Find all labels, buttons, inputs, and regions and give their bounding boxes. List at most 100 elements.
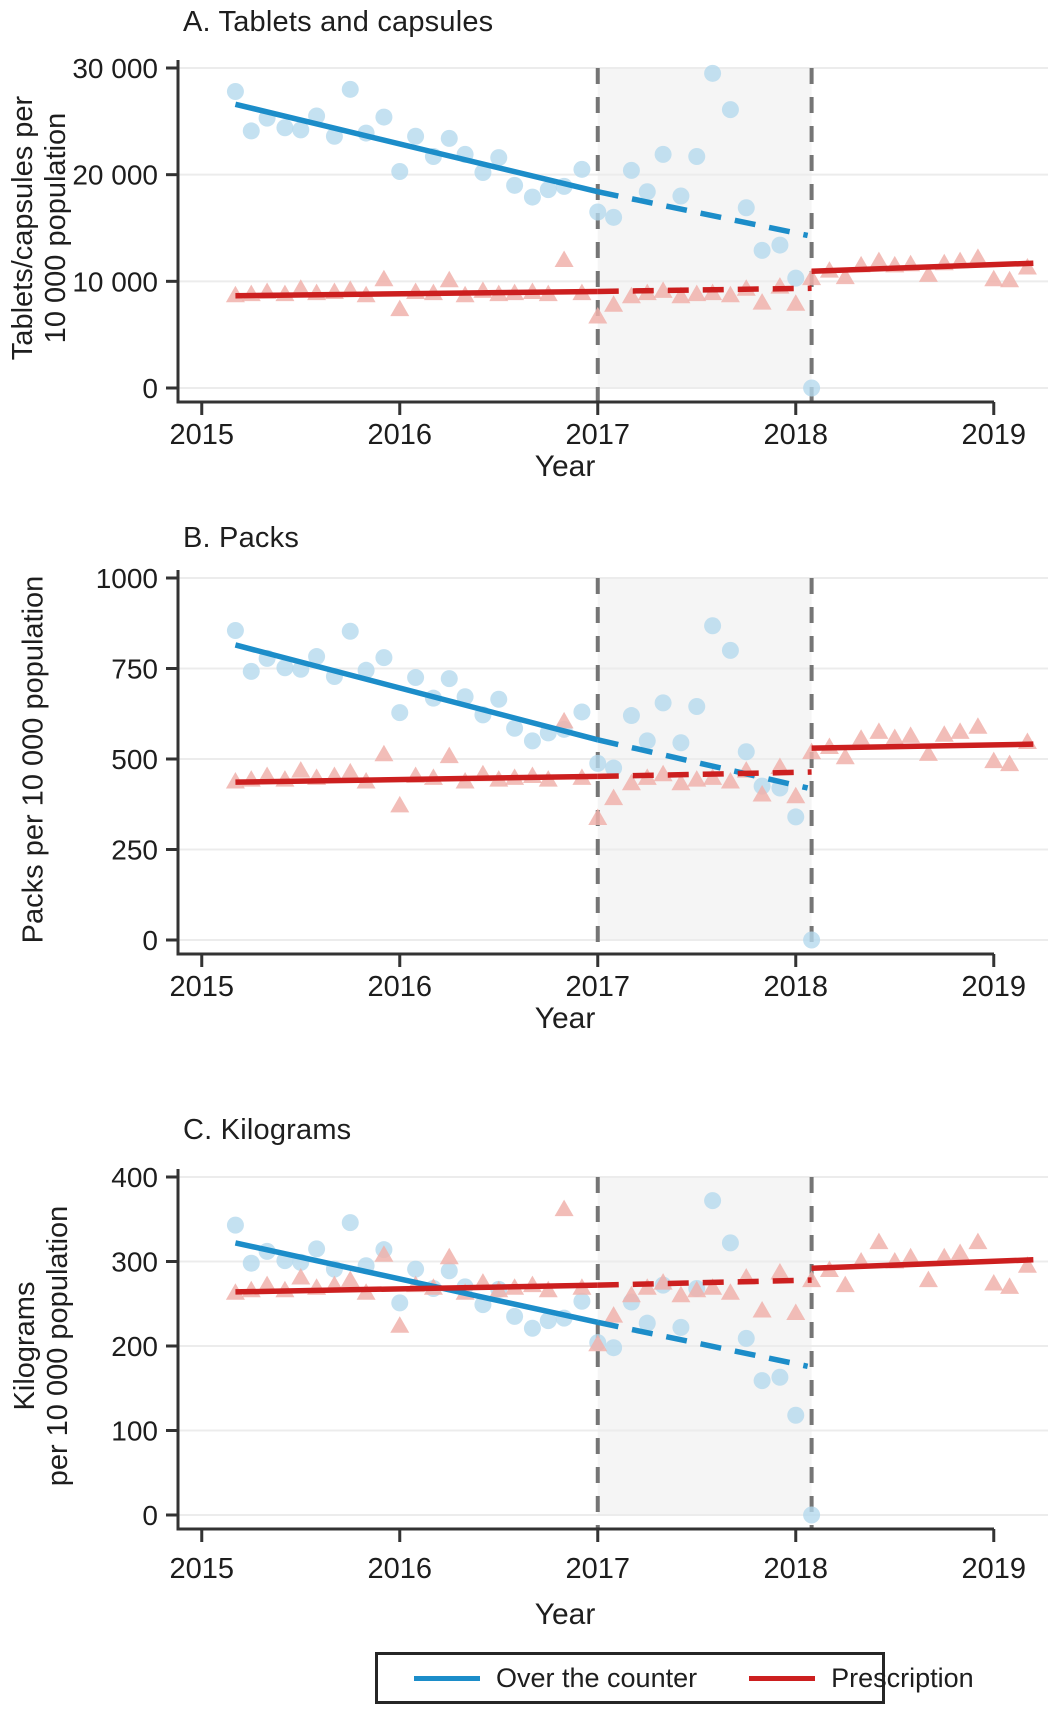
- data-point-circle: [589, 203, 607, 221]
- data-point-circle: [721, 1234, 739, 1252]
- data-point-circle: [341, 80, 359, 98]
- x-tick-label: 2015: [170, 419, 235, 451]
- data-point-triangle: [968, 248, 988, 265]
- panel-a-ylabel-line1: Tablets/capsules per: [7, 95, 39, 361]
- data-point-circle: [771, 236, 789, 254]
- data-point-circle: [704, 617, 722, 635]
- x-tick-label: 2016: [368, 419, 433, 451]
- data-point-triangle: [257, 1275, 277, 1293]
- trend-line: [597, 189, 809, 239]
- data-point-triangle: [554, 250, 574, 267]
- data-point-circle: [803, 1506, 821, 1524]
- data-point-circle: [226, 1216, 244, 1234]
- data-point-circle: [787, 269, 805, 287]
- data-point-triangle: [390, 299, 410, 317]
- legend-label-rx: Prescription: [831, 1662, 974, 1693]
- y-tick-label: 300: [111, 1247, 158, 1278]
- data-point-circle: [672, 187, 690, 205]
- data-point-triangle: [406, 282, 426, 299]
- panel-b-xlabel: Year: [534, 1002, 596, 1035]
- data-point-circle: [375, 649, 393, 667]
- data-point-circle: [440, 1262, 458, 1280]
- data-point-circle: [292, 121, 310, 139]
- y-tick-label: 100: [111, 1416, 158, 1447]
- data-point-triangle: [752, 1301, 772, 1318]
- data-point-triangle: [687, 770, 707, 787]
- data-point-triangle: [554, 711, 574, 729]
- y-tick-label: 30 000: [72, 53, 158, 84]
- panel-b-title: B. Packs: [183, 522, 300, 554]
- data-point-circle: [753, 1372, 771, 1390]
- x-tick-label: 2017: [566, 419, 631, 451]
- data-point-triangle: [703, 1278, 723, 1295]
- data-point-circle: [539, 1312, 557, 1330]
- data-point-circle: [638, 732, 656, 750]
- data-point-circle: [622, 161, 640, 179]
- data-point-circle: [638, 1314, 656, 1332]
- data-point-triangle: [604, 788, 624, 806]
- data-point-triangle: [869, 251, 889, 269]
- data-point-triangle: [538, 1280, 558, 1298]
- data-point-triangle: [604, 295, 624, 312]
- data-point-circle: [276, 659, 294, 677]
- data-point-triangle: [835, 267, 855, 285]
- data-point-triangle: [918, 744, 938, 761]
- data-point-circle: [672, 1318, 690, 1336]
- x-tick-label: 2016: [368, 1553, 433, 1585]
- data-point-triangle: [439, 746, 459, 764]
- x-tick-label: 2015: [170, 971, 235, 1003]
- data-point-triangle: [1000, 270, 1020, 288]
- x-tick-label: 2018: [764, 419, 829, 451]
- data-point-circle: [506, 719, 524, 737]
- y-tick-label: 0: [142, 925, 158, 956]
- panel-b-ylabel-line1: Packs per 10 000 population: [17, 575, 50, 944]
- x-tick-label: 2016: [368, 971, 433, 1003]
- trend-line: [811, 1257, 1034, 1272]
- data-point-circle: [490, 149, 508, 167]
- data-point-circle: [375, 108, 393, 126]
- y-tick-label: 200: [111, 1331, 158, 1362]
- data-point-circle: [622, 707, 640, 725]
- data-point-circle: [456, 688, 474, 706]
- data-point-circle: [407, 127, 425, 145]
- x-tick-label: 2017: [566, 1553, 631, 1585]
- data-point-triangle: [802, 742, 822, 760]
- data-point-triangle: [439, 270, 459, 288]
- y-tick-label: 400: [111, 1162, 158, 1193]
- data-point-circle: [589, 754, 607, 772]
- data-point-triangle: [752, 784, 772, 802]
- data-point-circle: [474, 164, 492, 182]
- rx-observed-points: [225, 1199, 1037, 1352]
- data-point-circle: [771, 1368, 789, 1386]
- data-point-triangle: [653, 281, 673, 298]
- data-point-circle: [539, 181, 557, 199]
- data-point-triangle: [671, 1285, 691, 1303]
- data-point-triangle: [374, 744, 394, 762]
- data-point-circle: [391, 1294, 409, 1312]
- legend: Over the counter Prescription: [375, 1652, 974, 1704]
- x-tick-label: 2019: [962, 1553, 1027, 1585]
- data-point-circle: [440, 129, 458, 147]
- data-point-circle: [242, 1254, 260, 1272]
- y-tick-label: 250: [111, 835, 158, 866]
- data-point-triangle: [720, 771, 740, 789]
- data-point-circle: [242, 662, 260, 680]
- data-point-circle: [803, 379, 821, 397]
- data-point-triangle: [802, 268, 822, 286]
- y-tick-label: 0: [142, 373, 158, 404]
- x-tick-label: 2018: [764, 971, 829, 1003]
- data-point-circle: [573, 703, 591, 721]
- trend-line: [597, 737, 809, 791]
- data-point-triangle: [687, 284, 707, 302]
- data-point-circle: [341, 1214, 359, 1232]
- legend-label-otc: Over the counter: [496, 1662, 698, 1693]
- trend-line: [235, 773, 598, 785]
- x-tick-label: 2018: [764, 1553, 829, 1585]
- panel-c: 0 100 200 300 400 2015 2016 2017 2018 2019: [111, 1162, 1048, 1585]
- data-point-circle: [407, 1260, 425, 1278]
- y-tick-label: 20 000: [72, 160, 158, 191]
- trend-line: [234, 1240, 599, 1326]
- data-point-triangle: [786, 786, 806, 804]
